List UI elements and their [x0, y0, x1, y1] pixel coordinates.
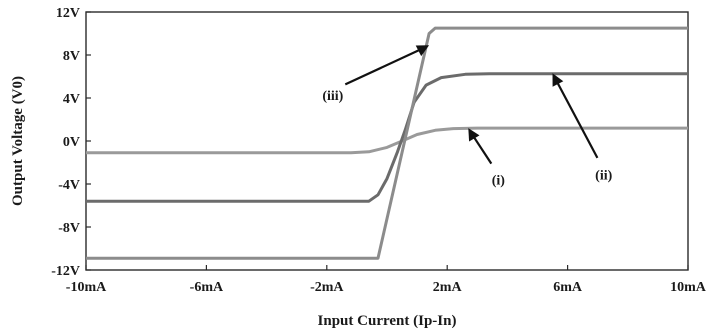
series-line-i [86, 126, 688, 155]
x-axis: -10mA -6mA -2mA 2mA 6mA 10mA [66, 265, 707, 295]
annotation-arrow [344, 46, 427, 86]
y-tick-label: 0V [63, 135, 80, 150]
y-tick-label: -4V [58, 178, 80, 193]
plot-frame [85, 11, 689, 271]
x-axis-label: Input Current (Ip-In) [318, 313, 457, 329]
y-tick-label: -8V [58, 221, 80, 236]
annotation-arrow [553, 76, 599, 159]
x-tick-label: 6mA [553, 280, 583, 295]
x-tick-label: 2mA [433, 280, 463, 295]
annotation-arrowhead [415, 45, 430, 57]
x-tick-label: 10mA [670, 280, 707, 295]
series-group [86, 26, 688, 260]
y-tick-label: 4V [63, 92, 80, 107]
x-tick-label: -6mA [190, 280, 224, 295]
annotation-label: (iii) [322, 89, 343, 104]
x-tick-label: -10mA [66, 280, 107, 295]
annotation-arrowhead [468, 128, 480, 142]
y-axis: 12V 8V 4V 0V -4V -8V -12V [51, 6, 91, 279]
y-tick-label: 12V [56, 6, 80, 21]
y-tick-label: -12V [51, 264, 80, 279]
annotation-label: (ii) [595, 168, 612, 183]
x-tick-label: -2mA [310, 280, 344, 295]
y-axis-label: Output Voltage (V0) [10, 76, 26, 206]
annotation-arrowhead [552, 73, 564, 87]
annotations-group: (i) (ii) (iii) [322, 45, 613, 189]
annotation-label: (i) [492, 174, 506, 189]
y-tick-label: 8V [63, 49, 80, 64]
series-line-iii [86, 26, 688, 260]
